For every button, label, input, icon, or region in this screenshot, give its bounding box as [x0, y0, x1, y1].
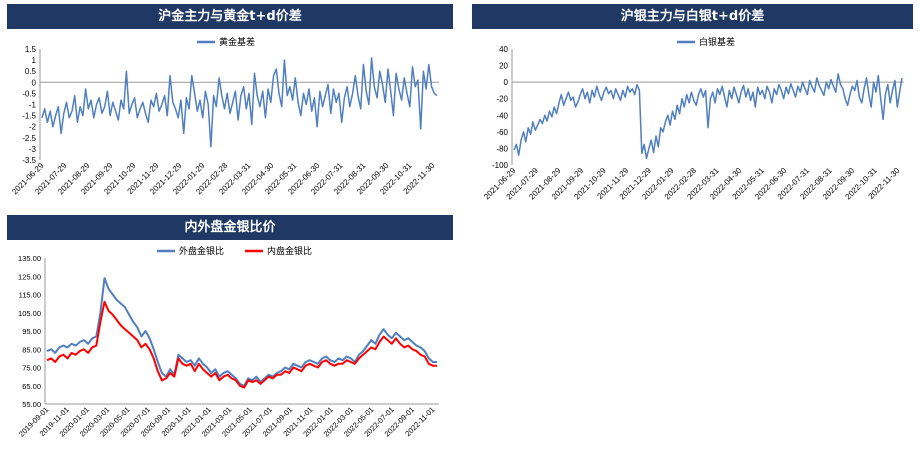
y-tick-label: -2.5: [22, 134, 36, 143]
legend-label: 白银基差: [699, 36, 735, 47]
y-tick-label: 1: [32, 56, 37, 65]
y-tick-label: 115.00: [19, 291, 41, 300]
series-line-1: [513, 73, 903, 160]
y-tick-label: -80: [496, 144, 508, 153]
y-tick-label: 55.00: [22, 400, 41, 409]
y-tick-label: 125.00: [18, 272, 41, 281]
y-tick-label: -2: [29, 123, 37, 132]
y-tick-label: 1.5: [25, 45, 37, 54]
legend-label: 内盘金银比: [267, 245, 312, 256]
silver-basis-title: 沪银主力与白银t+d价差: [472, 4, 913, 29]
legend-label: 外盘金银比: [179, 245, 224, 256]
gold-basis-panel: 沪金主力与黄金t+d价差 1.5 1 0.5 0 -0.5 -1 -1.5 -2 -2.5 -3 -…: [7, 4, 453, 210]
series-line-1: [41, 57, 438, 148]
y-tick-label: -3.5: [22, 156, 36, 165]
y-tick-label: 65.00: [22, 382, 41, 391]
gold-silver-ratio-panel: 内外盘金银比价 135.00 125.00 115.00 105.00 95.00 85.…: [7, 215, 453, 451]
y-tick-label: -3: [29, 145, 37, 154]
y-tick-label: 0: [32, 78, 37, 87]
y-tick-label: -40: [496, 111, 508, 120]
gold-silver-ratio-chart: 135.00 125.00 115.00 105.00 95.00 85.00 75.00 6…: [17, 245, 439, 439]
y-tick-label: 20: [499, 62, 508, 71]
y-tick-label: -0.5: [22, 89, 36, 98]
y-tick-label: -20: [496, 95, 508, 104]
legend-label: 黄金基差: [219, 36, 255, 47]
y-tick-label: -100: [492, 161, 509, 170]
gold-basis-title: 沪金主力与黄金t+d价差: [7, 4, 453, 29]
y-tick-label: -1: [29, 101, 37, 110]
y-tick-label: -60: [496, 128, 508, 137]
y-tick-label: 135.00: [18, 254, 41, 263]
y-tick-label: 0.5: [25, 67, 37, 76]
gold-basis-chart: 1.510.50-0.5-1-1.5-2-2.5-3-3.52021-06-29…: [10, 36, 439, 196]
y-tick-label: 75.00: [22, 364, 41, 373]
series-line-2: [46, 300, 437, 389]
y-tick-label: 0: [504, 78, 509, 87]
y-tick-label: -1.5: [22, 112, 36, 121]
y-tick-label: 95.00: [22, 327, 41, 336]
y-tick-label: 40: [499, 45, 508, 54]
silver-basis-panel: 沪银主力与白银t+d价差 40 20 0 -20 -40 -60 -80 -100 2021-0…: [472, 4, 913, 210]
gold-silver-ratio-title: 内外盘金银比价: [7, 215, 453, 240]
y-tick-label: 85.00: [22, 345, 41, 354]
series-line-1: [46, 277, 437, 387]
silver-basis-chart: 40200-20-40-60-80-1002021-06-292021-07-2…: [482, 36, 904, 201]
y-tick-label: 105.00: [18, 309, 41, 318]
